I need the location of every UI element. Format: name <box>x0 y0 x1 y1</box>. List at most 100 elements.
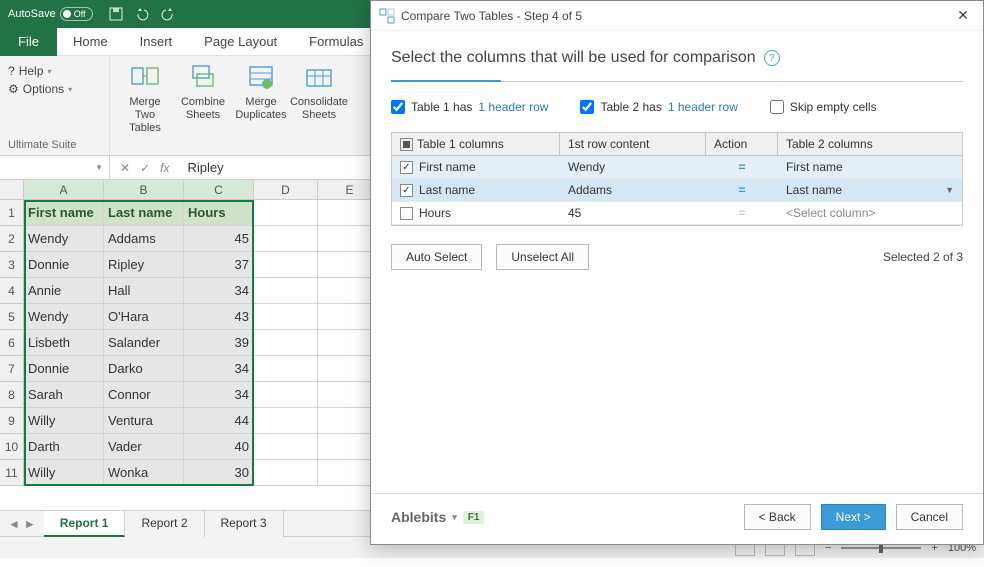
row-header[interactable]: 10 <box>0 434 24 460</box>
cancel-formula-icon[interactable]: ✕ <box>120 161 130 175</box>
cell[interactable] <box>254 460 318 486</box>
cell[interactable]: Vader <box>104 434 184 460</box>
chevron-down-icon[interactable]: ▾ <box>452 512 457 523</box>
undo-icon[interactable] <box>132 4 152 24</box>
cell[interactable]: 34 <box>184 382 254 408</box>
row-header[interactable]: 6 <box>0 330 24 356</box>
cell[interactable]: Sarah <box>24 382 104 408</box>
cell[interactable]: Hall <box>104 278 184 304</box>
ribbon-button[interactable]: CombineSheets <box>176 60 230 136</box>
menu-tab[interactable]: Insert <box>124 28 189 56</box>
row-checkbox[interactable] <box>400 161 413 174</box>
cell[interactable]: 34 <box>184 278 254 304</box>
zoom-slider[interactable] <box>841 547 921 549</box>
unselect-all-button[interactable]: Unselect All <box>496 244 589 270</box>
row-checkbox[interactable] <box>400 207 413 220</box>
cell[interactable]: Salander <box>104 330 184 356</box>
cell[interactable]: 43 <box>184 304 254 330</box>
ribbon-button[interactable]: MergeDuplicates <box>234 60 288 136</box>
autosave-toggle[interactable]: Off <box>60 7 93 21</box>
menu-tab[interactable]: Home <box>57 28 124 56</box>
table2-column-select[interactable]: First name <box>778 156 962 178</box>
cell[interactable] <box>254 330 318 356</box>
ribbon-button[interactable]: MergeTwo Tables <box>118 60 172 136</box>
column-header[interactable]: B <box>104 180 184 200</box>
chevron-down-icon[interactable]: ▼ <box>95 163 103 172</box>
row-header[interactable]: 11 <box>0 460 24 486</box>
cell[interactable] <box>254 226 318 252</box>
cell[interactable]: Wendy <box>24 226 104 252</box>
row-header[interactable]: 5 <box>0 304 24 330</box>
redo-icon[interactable] <box>158 4 178 24</box>
cell[interactable] <box>254 408 318 434</box>
chevron-down-icon[interactable]: ▼ <box>945 185 954 195</box>
cell[interactable]: Ventura <box>104 408 184 434</box>
auto-select-button[interactable]: Auto Select <box>391 244 482 270</box>
cell[interactable]: 40 <box>184 434 254 460</box>
cell[interactable]: Ripley <box>104 252 184 278</box>
sheet-tab[interactable]: Report 3 <box>205 511 284 537</box>
cell[interactable]: Wonka <box>104 460 184 486</box>
cell[interactable]: Connor <box>104 382 184 408</box>
skip-empty-checkbox[interactable]: Skip empty cells <box>770 100 877 114</box>
menu-tab[interactable]: Page Layout <box>188 28 293 56</box>
cell[interactable]: Annie <box>24 278 104 304</box>
cell[interactable]: 39 <box>184 330 254 356</box>
cell[interactable]: Last name <box>104 200 184 226</box>
table1-header-checkbox[interactable]: Table 1 has 1 header row <box>391 100 548 114</box>
mapping-row[interactable]: Last nameAddams=Last name▼ <box>392 179 962 202</box>
cell[interactable]: Lisbeth <box>24 330 104 356</box>
row-header[interactable]: 3 <box>0 252 24 278</box>
cell[interactable]: Donnie <box>24 356 104 382</box>
row-header[interactable]: 9 <box>0 408 24 434</box>
next-button[interactable]: Next > <box>821 504 886 530</box>
row-header[interactable]: 2 <box>0 226 24 252</box>
cell[interactable]: Hours <box>184 200 254 226</box>
ribbon-button[interactable]: ConsolidateSheets <box>292 60 346 136</box>
select-all-checkbox[interactable] <box>400 138 413 151</box>
cell[interactable] <box>254 200 318 226</box>
sheet-next-icon[interactable]: ► <box>24 517 36 531</box>
mapping-row[interactable]: Hours45=<Select column> <box>392 202 962 225</box>
cell[interactable] <box>254 304 318 330</box>
cell[interactable]: Addams <box>104 226 184 252</box>
cell[interactable]: Willy <box>24 408 104 434</box>
ribbon-help[interactable]: ? Help ▾ <box>8 64 101 78</box>
column-header[interactable]: C <box>184 180 254 200</box>
sheet-tab[interactable]: Report 1 <box>44 511 126 537</box>
row-header[interactable]: 1 <box>0 200 24 226</box>
cell[interactable] <box>254 356 318 382</box>
cell[interactable]: Donnie <box>24 252 104 278</box>
cell[interactable]: 44 <box>184 408 254 434</box>
cell[interactable]: Darko <box>104 356 184 382</box>
help-icon[interactable]: ? <box>764 50 780 66</box>
close-button[interactable]: ✕ <box>951 7 975 24</box>
cell[interactable]: Darth <box>24 434 104 460</box>
save-icon[interactable] <box>106 4 126 24</box>
column-header[interactable]: D <box>254 180 318 200</box>
cell[interactable]: 30 <box>184 460 254 486</box>
ribbon-options[interactable]: ⚙ Options ▾ <box>8 82 101 96</box>
cancel-button[interactable]: Cancel <box>896 504 963 530</box>
cell[interactable]: First name <box>24 200 104 226</box>
row-header[interactable]: 7 <box>0 356 24 382</box>
col-header-table1[interactable]: Table 1 columns <box>392 133 560 155</box>
cell[interactable]: 45 <box>184 226 254 252</box>
sheet-prev-icon[interactable]: ◄ <box>8 517 20 531</box>
cell[interactable] <box>254 252 318 278</box>
name-box[interactable]: ▼ <box>0 156 110 179</box>
row-checkbox[interactable] <box>400 184 413 197</box>
cell[interactable] <box>254 382 318 408</box>
cell[interactable] <box>254 434 318 460</box>
accept-formula-icon[interactable]: ✓ <box>140 161 150 175</box>
row-header[interactable]: 4 <box>0 278 24 304</box>
sheet-tab[interactable]: Report 2 <box>125 511 204 537</box>
table2-column-select[interactable]: Last name▼ <box>778 179 962 201</box>
cell[interactable]: 34 <box>184 356 254 382</box>
menu-file[interactable]: File <box>0 28 57 56</box>
table2-header-checkbox[interactable]: Table 2 has 1 header row <box>580 100 737 114</box>
select-all-corner[interactable] <box>0 180 24 200</box>
cell[interactable] <box>254 278 318 304</box>
f1-help-badge[interactable]: F1 <box>463 511 485 524</box>
back-button[interactable]: < Back <box>744 504 811 530</box>
